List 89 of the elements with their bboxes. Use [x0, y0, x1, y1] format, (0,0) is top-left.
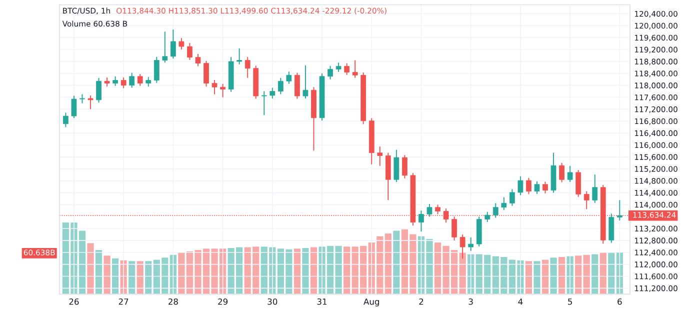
candlestick — [616, 200, 622, 221]
bar — [145, 261, 152, 294]
candlestick — [220, 83, 226, 98]
candlestick — [385, 152, 391, 201]
candlestick — [236, 48, 242, 65]
x-tick-label: 26 — [69, 298, 79, 305]
bar — [583, 254, 590, 294]
bar — [136, 261, 144, 294]
bar — [608, 252, 615, 294]
candlestick — [344, 62, 350, 76]
candlestick — [294, 72, 300, 100]
candlestick — [120, 77, 126, 89]
bar — [542, 260, 549, 294]
x-tick-label: 2 — [419, 298, 424, 305]
bar — [550, 258, 557, 294]
bar — [302, 248, 309, 294]
bar — [384, 234, 392, 294]
bar — [87, 243, 94, 294]
candlestick — [212, 79, 218, 95]
candlestick — [336, 62, 342, 72]
candlestick — [518, 176, 524, 196]
bar — [128, 261, 136, 294]
candlestick — [484, 211, 490, 222]
candlestick — [286, 71, 292, 84]
candlestick — [154, 56, 160, 84]
candlestick — [129, 72, 135, 88]
candlestick — [567, 165, 573, 182]
x-tick-label: 31 — [317, 298, 327, 305]
x-tick-label: 29 — [218, 298, 228, 305]
bar — [592, 254, 598, 294]
bar — [525, 261, 532, 294]
candlestick — [63, 112, 68, 128]
candlestick — [112, 76, 118, 86]
bar — [393, 230, 400, 294]
candlestick — [526, 177, 532, 195]
candlestick — [509, 188, 515, 206]
bar — [104, 256, 110, 294]
candlestick — [501, 196, 507, 211]
candlestick — [270, 87, 276, 99]
x-tick-label: 6 — [618, 298, 622, 305]
bar — [558, 256, 566, 294]
candlestick — [468, 236, 474, 252]
candlestick — [187, 42, 192, 60]
candlestick — [302, 64, 308, 99]
candlestick — [394, 149, 400, 182]
candlestick — [88, 94, 94, 110]
candlestick — [452, 216, 457, 241]
candlestick — [584, 190, 590, 210]
candlestick — [71, 95, 77, 119]
candlestick — [195, 54, 201, 67]
candlestick — [146, 76, 152, 87]
x-tick-label: 4 — [518, 298, 523, 305]
bar — [344, 246, 350, 294]
candlestick — [328, 65, 333, 80]
candlestick — [402, 154, 408, 179]
x-tick-label: 5 — [568, 298, 572, 305]
bar — [534, 261, 540, 294]
bar — [112, 258, 119, 294]
candlestick — [204, 60, 209, 87]
candlestick — [534, 180, 540, 194]
bar — [575, 256, 582, 294]
candlestick — [162, 31, 168, 64]
candlestick — [492, 202, 498, 218]
x-tick-label: 27 — [118, 298, 128, 305]
candlestick — [608, 213, 614, 244]
candlestick — [96, 77, 102, 104]
x-tick-label: Aug — [364, 298, 379, 306]
candlestick — [170, 29, 176, 59]
candlestick — [576, 170, 582, 198]
candlestick — [278, 77, 284, 95]
candlestick — [592, 174, 598, 204]
candlestick — [137, 74, 143, 86]
bar — [95, 250, 102, 294]
bar — [294, 248, 301, 294]
x-tick-label: 28 — [168, 298, 178, 305]
candlestick — [418, 210, 424, 232]
candlestick — [542, 181, 548, 194]
bar — [600, 252, 606, 294]
candlestick — [178, 38, 184, 50]
candlestick — [377, 146, 383, 166]
candlestick — [244, 56, 250, 78]
x-tick-label: 30 — [268, 298, 278, 305]
x-tick-label: 3 — [468, 298, 473, 305]
candlestick — [352, 60, 358, 78]
bar — [459, 252, 466, 294]
candlestick — [559, 162, 564, 183]
bar — [310, 247, 318, 294]
candlestick — [261, 90, 267, 116]
candlestick — [426, 204, 432, 218]
